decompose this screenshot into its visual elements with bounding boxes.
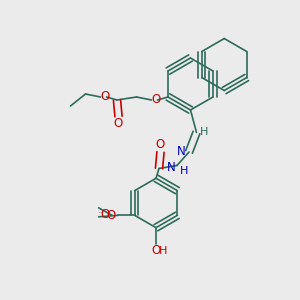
Text: O: O xyxy=(152,94,160,106)
Text: H: H xyxy=(179,166,188,176)
Text: H: H xyxy=(159,246,168,256)
Text: O: O xyxy=(156,138,165,151)
Text: N: N xyxy=(177,146,185,158)
Text: N: N xyxy=(167,161,176,174)
Text: methoxy: methoxy xyxy=(98,212,105,213)
Text: H: H xyxy=(200,128,208,137)
Text: O: O xyxy=(106,209,115,222)
Text: O: O xyxy=(100,91,109,103)
Text: O: O xyxy=(152,244,160,257)
Text: O: O xyxy=(100,208,110,221)
Text: O: O xyxy=(114,117,123,130)
